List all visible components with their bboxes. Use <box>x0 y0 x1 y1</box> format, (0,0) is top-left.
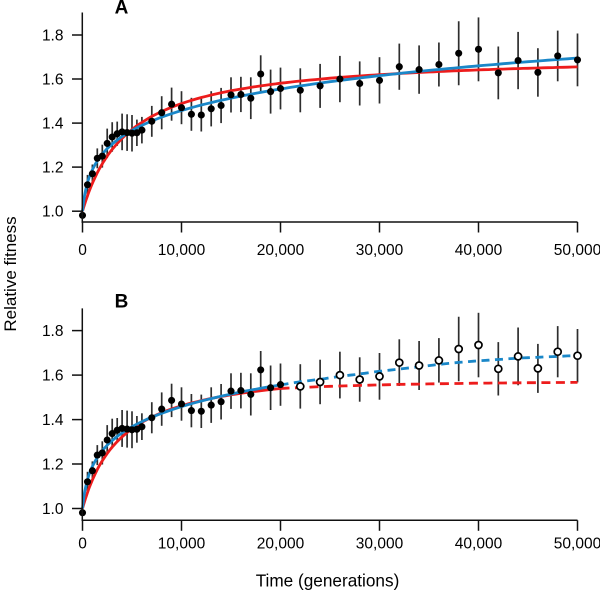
svg-text:A: A <box>115 0 129 19</box>
svg-text:20,000: 20,000 <box>257 536 305 553</box>
svg-text:0: 0 <box>78 242 87 259</box>
svg-text:30,000: 30,000 <box>356 536 404 553</box>
svg-text:1.6: 1.6 <box>42 367 64 384</box>
svg-text:50,000: 50,000 <box>554 536 600 553</box>
svg-text:1.2: 1.2 <box>42 159 64 176</box>
svg-text:1.0: 1.0 <box>42 204 64 221</box>
svg-text:1.8: 1.8 <box>42 323 64 340</box>
svg-text:20,000: 20,000 <box>257 242 305 259</box>
svg-text:0: 0 <box>78 536 87 553</box>
svg-text:10,000: 10,000 <box>158 536 206 553</box>
svg-text:1.6: 1.6 <box>42 71 64 88</box>
svg-text:50,000: 50,000 <box>554 242 600 259</box>
svg-text:40,000: 40,000 <box>455 242 503 259</box>
svg-text:10,000: 10,000 <box>158 242 206 259</box>
svg-text:40,000: 40,000 <box>455 536 503 553</box>
svg-text:1.2: 1.2 <box>42 456 64 473</box>
svg-text:30,000: 30,000 <box>356 242 404 259</box>
svg-text:B: B <box>115 292 129 313</box>
svg-text:1.0: 1.0 <box>42 501 64 518</box>
svg-text:Relative fitness: Relative fitness <box>1 216 20 331</box>
svg-text:1.8: 1.8 <box>42 27 64 44</box>
svg-text:Time (generations): Time (generations) <box>256 571 400 591</box>
svg-text:1.4: 1.4 <box>42 115 64 132</box>
svg-text:1.4: 1.4 <box>42 412 64 429</box>
